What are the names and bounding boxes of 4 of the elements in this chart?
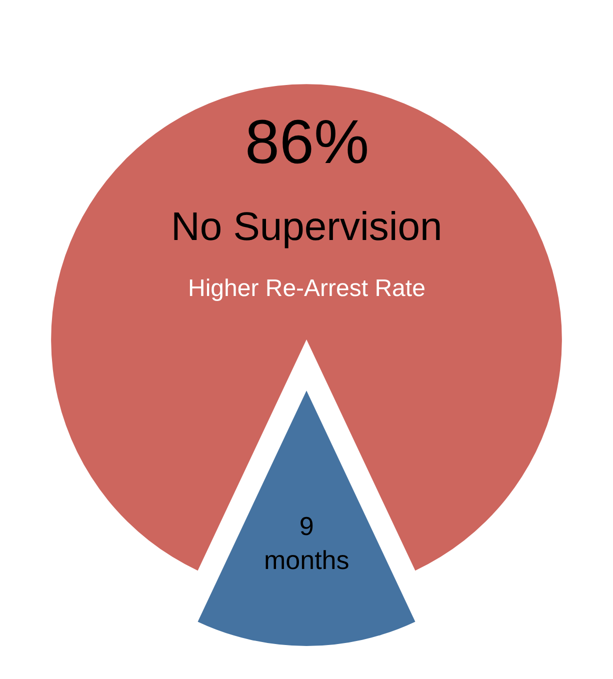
slice-label: No Supervision bbox=[171, 205, 442, 249]
text: Higher Re-Arrest Rate bbox=[188, 275, 426, 302]
data-label: 86% bbox=[245, 108, 370, 177]
slice-label: 9 months bbox=[264, 511, 350, 575]
